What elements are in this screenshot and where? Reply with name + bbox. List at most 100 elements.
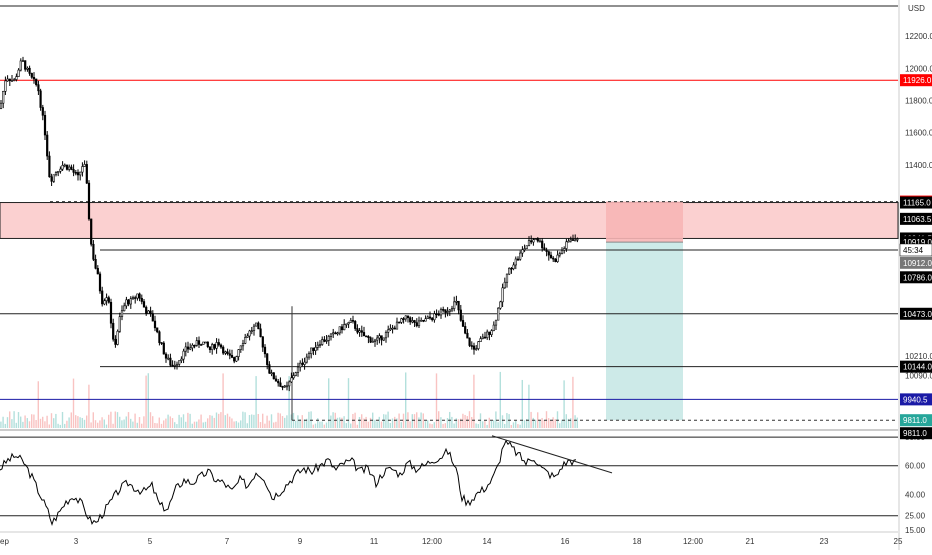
volume-bar bbox=[237, 422, 240, 428]
volume-bar bbox=[354, 412, 356, 428]
candle-body bbox=[43, 115, 47, 136]
volume-bar bbox=[554, 419, 556, 428]
price-candles bbox=[0, 56, 579, 392]
volume-bar bbox=[394, 416, 396, 428]
candle-body bbox=[87, 182, 91, 220]
candle-body bbox=[57, 170, 60, 173]
volume-bar bbox=[273, 422, 275, 428]
volume-bar bbox=[103, 419, 105, 428]
candle-body bbox=[219, 344, 223, 348]
candle-body bbox=[138, 293, 141, 299]
candle-body bbox=[488, 331, 491, 335]
volume-bar bbox=[275, 421, 277, 428]
candle-body bbox=[466, 332, 469, 339]
volume-bar bbox=[187, 412, 189, 428]
candle-body bbox=[294, 372, 297, 376]
candle-body bbox=[470, 345, 473, 347]
candle-body bbox=[30, 73, 33, 78]
volume-bar bbox=[369, 417, 372, 428]
volume-bar bbox=[24, 415, 26, 428]
candle-body bbox=[296, 366, 300, 373]
volume-bar bbox=[464, 414, 466, 428]
candle-body bbox=[413, 320, 416, 323]
volume-bar bbox=[196, 421, 198, 428]
candle-body bbox=[371, 341, 374, 343]
volume-bar bbox=[350, 423, 352, 428]
candle-body bbox=[134, 297, 137, 299]
rsi-line bbox=[0, 439, 577, 527]
volume-bar bbox=[229, 416, 231, 428]
candle-body bbox=[101, 290, 104, 305]
volume-bar bbox=[158, 417, 160, 428]
candle-body bbox=[61, 165, 64, 170]
volume-bar bbox=[226, 413, 229, 428]
candle-body bbox=[189, 347, 192, 350]
volume-bar bbox=[402, 413, 405, 428]
candle-body bbox=[316, 344, 319, 348]
volume-bar bbox=[444, 423, 446, 428]
candle-body bbox=[237, 349, 240, 357]
volume-bar bbox=[134, 413, 136, 428]
price-tag bbox=[900, 74, 932, 87]
volume-bar bbox=[215, 412, 218, 428]
candle-body bbox=[538, 240, 542, 243]
candle-body bbox=[402, 318, 405, 320]
candle-body bbox=[406, 315, 410, 319]
candle-body bbox=[475, 348, 478, 350]
volume-bar bbox=[178, 414, 180, 428]
currency-label: USD bbox=[908, 4, 925, 13]
time-tick-label: 14 bbox=[483, 537, 492, 546]
volume-bar bbox=[356, 424, 358, 428]
volume-bar bbox=[314, 423, 317, 428]
candle-body bbox=[272, 372, 275, 380]
volume-bar bbox=[310, 411, 312, 428]
candle-body bbox=[246, 335, 249, 338]
candle-body bbox=[261, 336, 264, 348]
candle-body bbox=[505, 273, 509, 283]
candle-body bbox=[140, 297, 143, 302]
candle-body bbox=[347, 322, 350, 325]
candle-body bbox=[508, 267, 511, 275]
candle-body bbox=[477, 341, 480, 349]
volume-bar bbox=[548, 418, 550, 428]
volume-bar bbox=[66, 420, 68, 428]
candle-body bbox=[387, 329, 390, 333]
candle-body bbox=[444, 309, 447, 313]
volume-bar bbox=[396, 418, 398, 428]
volume-bar bbox=[517, 424, 519, 428]
candle-body bbox=[354, 321, 357, 329]
volume-bar bbox=[145, 375, 147, 428]
volume-bar bbox=[347, 378, 350, 428]
volume-bar bbox=[50, 413, 53, 428]
candle-body bbox=[565, 241, 568, 249]
candle-body bbox=[464, 326, 467, 334]
candle-body bbox=[114, 338, 117, 345]
price-tag-label: 45:34 bbox=[903, 246, 924, 255]
candle-body bbox=[417, 320, 421, 327]
candle-body bbox=[426, 316, 429, 320]
candle-body bbox=[107, 297, 110, 303]
volume-bar bbox=[264, 423, 266, 428]
volume-bar bbox=[22, 421, 24, 428]
candle-body bbox=[116, 330, 119, 345]
volume-bar bbox=[257, 413, 259, 428]
volume-bar bbox=[411, 414, 413, 428]
candle-body bbox=[21, 60, 25, 62]
candle-body bbox=[446, 311, 449, 313]
volume-bar bbox=[143, 416, 145, 428]
volume-bar bbox=[209, 415, 211, 428]
candle-body bbox=[563, 248, 566, 251]
candle-body bbox=[215, 342, 218, 349]
volume-bar bbox=[119, 416, 121, 428]
volume-bar bbox=[323, 424, 325, 428]
volume-bar bbox=[88, 384, 90, 428]
volume-bar bbox=[64, 423, 66, 428]
candle-body bbox=[499, 301, 502, 309]
volume-bar bbox=[101, 417, 103, 428]
volume-bar bbox=[515, 420, 517, 428]
candle-body bbox=[428, 316, 432, 319]
volume-bar bbox=[202, 422, 204, 428]
candle-body bbox=[136, 293, 139, 299]
